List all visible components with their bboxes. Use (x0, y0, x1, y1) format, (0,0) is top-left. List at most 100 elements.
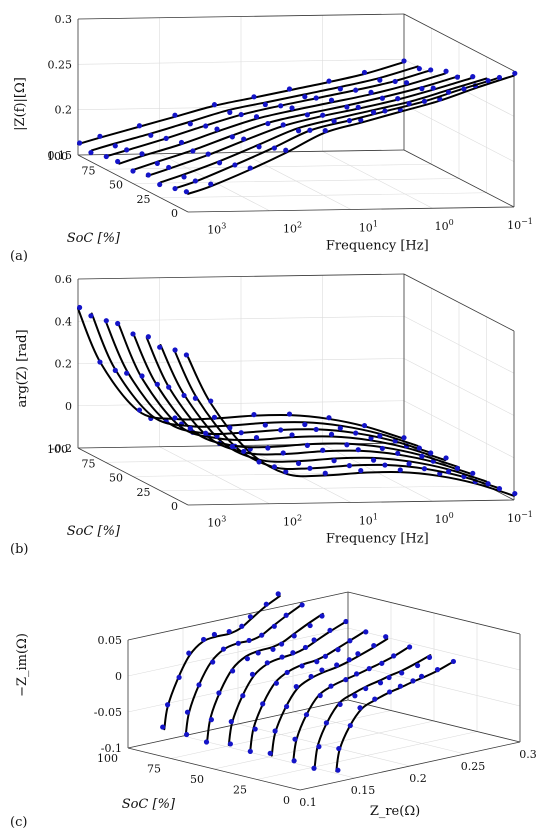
freq-tick-label: 100 (435, 218, 454, 233)
data-point (454, 74, 460, 80)
data-point (262, 422, 268, 428)
zre-tick-label: 0.1 (299, 796, 317, 809)
data-point (406, 461, 412, 467)
data-point (337, 701, 343, 707)
data-point (379, 445, 385, 452)
data-point (347, 722, 353, 729)
data-point (270, 646, 276, 652)
data-point (337, 86, 343, 92)
z-tick-label: 0 (65, 400, 72, 413)
data-point (496, 486, 503, 492)
data-point (416, 445, 422, 451)
data-point (124, 147, 130, 153)
data-point (192, 395, 198, 401)
z-tick-label: 0.4 (55, 315, 73, 328)
zre-tick-label: 0.25 (461, 760, 486, 773)
data-point (265, 120, 271, 127)
data-point (283, 147, 289, 153)
gridline (160, 192, 487, 199)
data-point (241, 448, 247, 455)
data-point (166, 384, 172, 390)
data-point (331, 458, 337, 464)
data-point (244, 656, 250, 662)
data-point (337, 425, 343, 431)
data-point (115, 158, 121, 165)
data-point (283, 469, 289, 475)
data-point (208, 717, 214, 723)
series-line-0-3 (145, 76, 474, 178)
data-point (238, 111, 244, 118)
soc-tick-label: 75 (147, 763, 161, 776)
data-point (205, 151, 211, 157)
data-point (284, 669, 290, 676)
data-point (154, 160, 160, 166)
freq-tick-label: 100 (435, 511, 454, 526)
z-tick-label: 0.2 (55, 358, 73, 371)
panel-label: (a) (10, 249, 28, 264)
data-point (428, 450, 434, 456)
data-point (208, 181, 214, 187)
data-point (470, 470, 476, 476)
data-point (317, 692, 323, 699)
data-point (232, 162, 238, 168)
data-point (319, 613, 325, 619)
data-point (328, 431, 335, 437)
data-point (419, 673, 425, 679)
series-line-0-5 (118, 72, 447, 165)
series-line-1-8 (77, 307, 405, 440)
gridline (127, 627, 349, 677)
soc-tick-label: 100 (47, 150, 68, 163)
series-line-1-7 (90, 312, 419, 447)
series-line-2-8 (335, 661, 453, 773)
data-point (307, 127, 313, 133)
data-point (247, 748, 253, 754)
data-point (399, 670, 405, 676)
series-line-0-0 (187, 74, 515, 195)
gridline (127, 663, 349, 713)
data-point (416, 66, 422, 72)
data-point (346, 463, 353, 469)
series-line-0-2 (159, 77, 488, 184)
data-point (308, 673, 314, 680)
series-line-0-1 (173, 76, 502, 190)
data-point (103, 153, 109, 160)
series-line-2-5 (270, 637, 389, 757)
freq-tick-label: 10−1 (507, 510, 533, 525)
data-point (201, 636, 207, 643)
z-tick-label: 0.05 (98, 634, 123, 647)
data-point (160, 724, 166, 730)
data-point (184, 731, 190, 738)
data-point (377, 77, 383, 83)
data-point (415, 662, 421, 669)
data-point (211, 414, 218, 420)
data-point (291, 758, 297, 764)
data-point (241, 136, 247, 142)
soc-tick-label: 25 (137, 486, 151, 499)
data-point (426, 654, 433, 660)
x-axis-label: Frequency [Hz] (326, 238, 429, 253)
soc-tick-label: 75 (82, 164, 96, 177)
data-point (320, 112, 326, 118)
axis-edge (403, 149, 515, 208)
soc-tick-label: 25 (233, 784, 247, 797)
data-point (358, 467, 364, 474)
data-point (302, 644, 309, 651)
axis-edge (403, 273, 515, 332)
data-point (280, 450, 286, 456)
data-point (183, 352, 189, 358)
data-point (382, 462, 388, 468)
data-point (252, 726, 258, 732)
data-point (203, 739, 210, 745)
freq-tick-label: 10−1 (507, 217, 533, 232)
data-point (379, 660, 385, 666)
data-point (157, 181, 163, 188)
z-axis-label: −Z_im(Ω) (15, 633, 30, 697)
data-point (357, 705, 363, 711)
data-point (181, 174, 187, 180)
series-line-0-6 (104, 68, 433, 158)
data-point (343, 677, 349, 683)
data-point (187, 121, 193, 127)
data-point (346, 657, 352, 663)
data-point (279, 641, 285, 647)
data-point (366, 666, 372, 672)
